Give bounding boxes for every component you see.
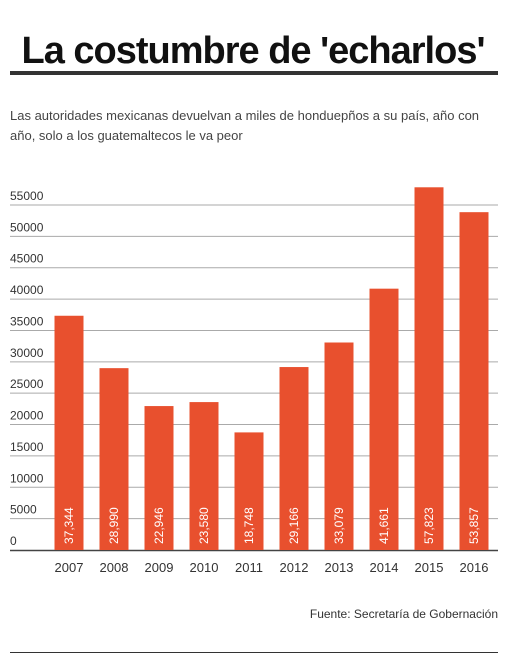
x-tick-label: 2009: [145, 560, 174, 575]
bar-value-label: 18,748: [242, 507, 256, 544]
y-tick-label: 15000: [10, 440, 44, 454]
x-tick-label: 2007: [55, 560, 84, 575]
bar-chart: 0 5000 10000 15000 20000 25000 30000 35000 40000…: [10, 187, 498, 575]
bar-value-label: 22,946: [152, 507, 166, 544]
y-tick-label: 30000: [10, 346, 44, 360]
bottom-divider: [10, 652, 498, 653]
x-tick-label: 2015: [415, 560, 444, 575]
bar-value-label: 41,661: [377, 507, 391, 544]
bar: [99, 368, 129, 550]
y-tick-label: 20000: [10, 409, 44, 423]
bar: [324, 342, 354, 550]
bar: [369, 288, 399, 550]
bar: [234, 432, 264, 550]
bar-value-label: 29,166: [287, 507, 301, 544]
bar-value-label: 23,580: [197, 507, 211, 544]
bar-value-label: 33,079: [332, 507, 346, 544]
y-tick-label: 35000: [10, 314, 44, 328]
x-tick-label: 2016: [460, 560, 489, 575]
x-tick-label: 2013: [325, 560, 354, 575]
bar: [189, 402, 219, 550]
x-tick-label: 2012: [280, 560, 309, 575]
bar: [459, 212, 489, 550]
x-tick-label: 2014: [370, 560, 399, 575]
bar: [279, 367, 309, 550]
x-tick-label: 2010: [190, 560, 219, 575]
y-tick-label: 40000: [10, 283, 44, 297]
bar-value-label: 53,857: [467, 507, 481, 544]
labels: 0 5000 10000 15000 20000 25000 30000 35000 40000…: [10, 189, 488, 575]
y-tick-label: 0: [10, 534, 17, 548]
bar: [144, 406, 174, 550]
x-tick-label: 2011: [235, 560, 263, 575]
bar: [414, 187, 444, 550]
y-tick-label: 45000: [10, 252, 44, 266]
chart-subtitle: Las autoridades mexicanas devuelvan a mi…: [10, 108, 480, 143]
bar: [54, 315, 84, 550]
y-tick-label: 55000: [10, 189, 44, 203]
x-tick-label: 2008: [100, 560, 129, 575]
title-underline: [10, 71, 498, 75]
y-tick-label: 5000: [10, 503, 37, 517]
bar-value-label: 37,344: [62, 507, 76, 544]
y-tick-label: 10000: [10, 471, 44, 485]
page-title: La costumbre de 'echarlos': [21, 30, 485, 72]
y-tick-label: 25000: [10, 377, 44, 391]
bar-value-label: 28,990: [107, 507, 121, 544]
bars: [54, 187, 489, 550]
bar-value-label: 57,823: [422, 507, 436, 544]
source-note: Fuente: Secretaría de Gobernación: [309, 607, 498, 621]
y-tick-label: 50000: [10, 220, 44, 234]
